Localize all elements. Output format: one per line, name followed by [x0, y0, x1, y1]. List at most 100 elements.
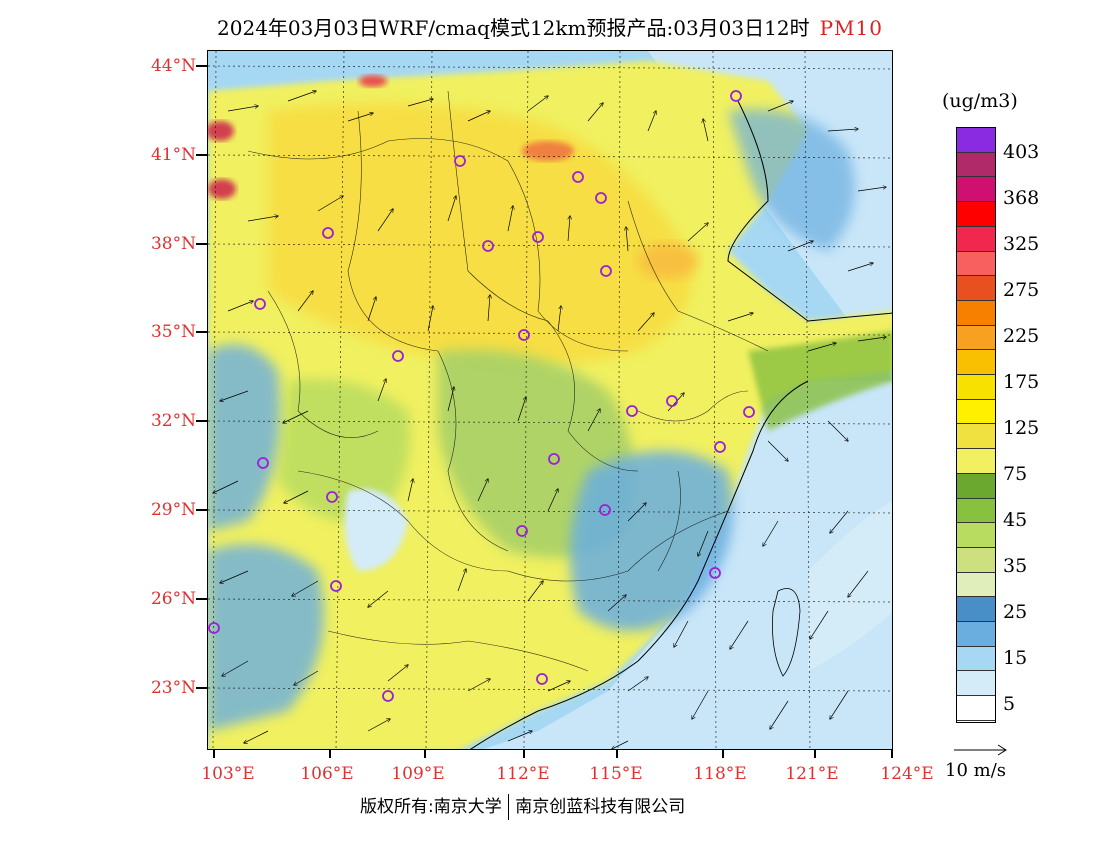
legend-swatch: [957, 696, 995, 721]
footer-divider: [507, 794, 510, 820]
legend-swatch: [957, 547, 995, 573]
lon-tick: [213, 750, 215, 758]
station-marker: [482, 240, 494, 252]
legend-swatch: [957, 473, 995, 499]
station-marker: [322, 227, 334, 239]
station-marker: [454, 155, 466, 167]
title-text: 2024年03月03日WRF/cmaq模式12km预报产品:03月03日12时: [217, 16, 810, 40]
station-marker: [518, 329, 530, 341]
wind-reference-label: 10 m/s: [945, 760, 1006, 781]
legend-swatch: [957, 572, 995, 598]
station-marker: [743, 406, 755, 418]
lat-tick: [196, 331, 207, 333]
legend-swatch: [957, 202, 995, 227]
lat-label-29n: 29°N: [150, 500, 196, 520]
lat-label-41n: 41°N: [150, 145, 196, 165]
station-marker: [548, 453, 560, 465]
legend-swatch: [957, 498, 995, 524]
lat-label-44n: 44°N: [150, 56, 196, 76]
station-marker: [392, 350, 404, 362]
station-marker: [600, 265, 612, 277]
lon-tick: [616, 750, 618, 758]
lon-label-103e: 103°E: [201, 764, 255, 784]
pollutant-label: PM10: [819, 16, 883, 40]
lat-tick: [196, 154, 207, 156]
legend-swatch: [957, 350, 995, 376]
station-marker: [326, 491, 338, 503]
lon-label-115e: 115°E: [589, 764, 643, 784]
legend-units: (ug/m3): [942, 90, 1018, 112]
lon-tick: [523, 750, 525, 758]
legend-swatch: [957, 523, 995, 548]
forecast-map[interactable]: [207, 50, 893, 750]
station-marker: [208, 622, 220, 634]
color-legend: [956, 127, 996, 723]
legend-swatch: [957, 449, 995, 474]
legend-label: 275: [1003, 279, 1040, 301]
lat-tick: [196, 65, 207, 67]
legend-swatch: [957, 128, 995, 153]
lon-tick: [891, 750, 893, 758]
copyright-footer: 版权所有:南京大学 南京创蓝科技有限公司: [360, 792, 685, 820]
station-marker: [709, 567, 721, 579]
legend-label: 45: [1003, 509, 1028, 531]
legend-swatch: [957, 276, 995, 301]
station-marker: [254, 298, 266, 310]
station-marker: [532, 231, 544, 243]
lon-tick: [424, 750, 426, 758]
station-marker: [516, 525, 528, 537]
lon-label-106e: 106°E: [300, 764, 354, 784]
station-markers: [208, 90, 755, 702]
lon-label-121e: 121°E: [785, 764, 839, 784]
legend-swatch: [957, 177, 995, 203]
lat-tick: [196, 243, 207, 245]
lat-label-32n: 32°N: [150, 411, 196, 431]
station-marker: [730, 90, 742, 102]
lat-tick: [196, 420, 207, 422]
copyright-left: 版权所有:南京大学: [360, 797, 502, 817]
legend-label: 25: [1003, 601, 1028, 623]
lon-tick: [814, 750, 816, 758]
station-marker: [536, 673, 548, 685]
legend-swatch: [957, 399, 995, 425]
legend-label: 125: [1003, 417, 1040, 439]
station-marker: [330, 580, 342, 592]
map-title: 2024年03月03日WRF/cmaq模式12km预报产品:03月03日12时 P…: [0, 12, 1100, 41]
lat-label-23n: 23°N: [150, 678, 196, 698]
legend-label: 225: [1003, 325, 1040, 347]
lat-label-38n: 38°N: [150, 234, 196, 254]
legend-swatch: [957, 152, 995, 178]
legend-label: 403: [1003, 141, 1040, 163]
legend-swatch: [957, 671, 995, 697]
lat-tick: [196, 509, 207, 511]
lat-tick: [196, 687, 207, 689]
legend-label: 368: [1003, 187, 1040, 209]
lat-label-35n: 35°N: [150, 322, 196, 342]
legend-label: 325: [1003, 233, 1040, 255]
station-marker: [599, 504, 611, 516]
lat-tick: [196, 598, 207, 600]
legend-swatch: [957, 622, 995, 647]
legend-label: 35: [1003, 555, 1028, 577]
lon-label-124e: 124°E: [880, 764, 934, 784]
copyright-right: 南京创蓝科技有限公司: [515, 797, 686, 817]
station-marker: [257, 457, 269, 469]
map-canvas: [208, 51, 892, 749]
legend-label: 75: [1003, 463, 1028, 485]
legend-swatch: [957, 325, 995, 351]
station-marker: [714, 441, 726, 453]
lon-label-109e: 109°E: [391, 764, 445, 784]
lat-label-26n: 26°N: [150, 589, 196, 609]
legend-swatch: [957, 375, 995, 400]
station-marker: [595, 192, 607, 204]
legend-swatch: [957, 424, 995, 450]
legend-swatch: [957, 597, 995, 623]
lon-tick: [329, 750, 331, 758]
station-marker: [382, 690, 394, 702]
legend-label: 15: [1003, 647, 1028, 669]
legend-label: 5: [1003, 693, 1016, 715]
lon-label-118e: 118°E: [693, 764, 747, 784]
wind-reference-arrow-icon: [954, 744, 1007, 756]
lon-tick: [722, 750, 724, 758]
east-sea: [808, 501, 892, 671]
